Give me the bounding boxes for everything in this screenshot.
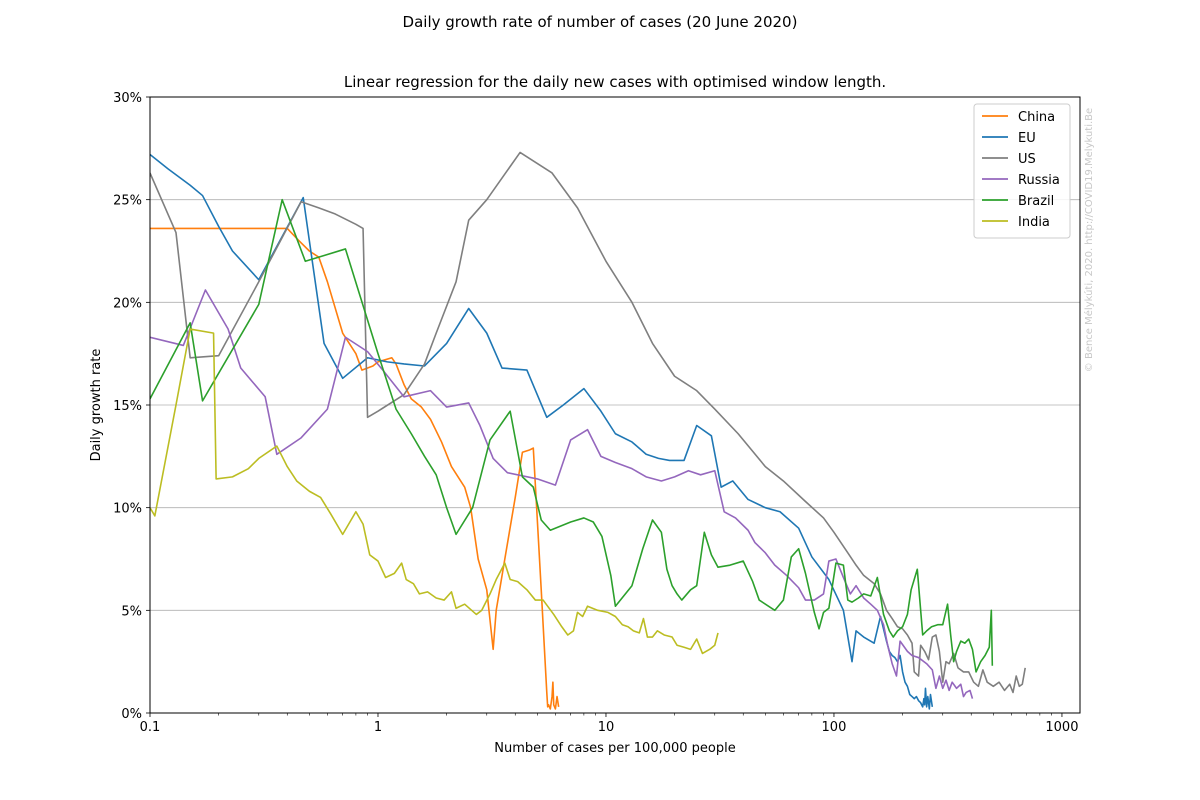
x-tick-label-3: 100 — [822, 720, 847, 735]
series-line-russia — [150, 289, 974, 699]
y-axis-label: Daily growth rate — [89, 349, 104, 462]
y-tick-label-0: 0% — [121, 707, 142, 722]
x-axis-ticks: 0.1 1 10 100 1000 — [140, 713, 1078, 735]
legend: China EU US Russia Brazil India — [973, 103, 1071, 239]
legend-label-brazil: Brazil — [1018, 194, 1054, 209]
y-tick-label-5: 25% — [113, 194, 142, 209]
y-tick-label-4: 20% — [113, 296, 142, 311]
y-tick-label-2: 10% — [113, 502, 142, 517]
x-axis-label: Number of cases per 100,000 people — [494, 741, 736, 756]
x-tick-label-0: 0.1 — [140, 720, 161, 735]
legend-label-us: US — [1018, 152, 1036, 167]
watermark-text: © Bence Mélykúti, 2020. http://COVID19.M… — [1083, 108, 1095, 372]
y-tick-label-6: 30% — [113, 91, 142, 106]
legend-label-india: India — [1018, 215, 1050, 230]
series-line-india — [150, 328, 719, 655]
legend-label-eu: EU — [1018, 131, 1036, 146]
legend-label-china: China — [1018, 110, 1055, 125]
y-tick-label-1: 5% — [121, 604, 142, 619]
y-axis-ticks: 0% 5% 10% 15% 20% 25% 30% — [113, 91, 150, 722]
x-tick-label-1: 1 — [374, 720, 382, 735]
chart-title: Linear regression for the daily new case… — [344, 73, 886, 91]
series-line-china — [150, 227, 560, 710]
series-line-brazil — [150, 198, 994, 673]
series-line-eu — [150, 153, 934, 710]
y-tick-label-3: 15% — [113, 399, 142, 414]
x-tick-label-4: 1000 — [1045, 720, 1078, 735]
legend-label-russia: Russia — [1018, 173, 1060, 188]
x-tick-label-2: 10 — [598, 720, 615, 735]
series-line-us — [150, 151, 1026, 694]
grid-lines — [150, 199, 1080, 611]
series-lines — [150, 151, 1026, 710]
figure-suptitle: Daily growth rate of number of cases (20… — [403, 13, 798, 31]
